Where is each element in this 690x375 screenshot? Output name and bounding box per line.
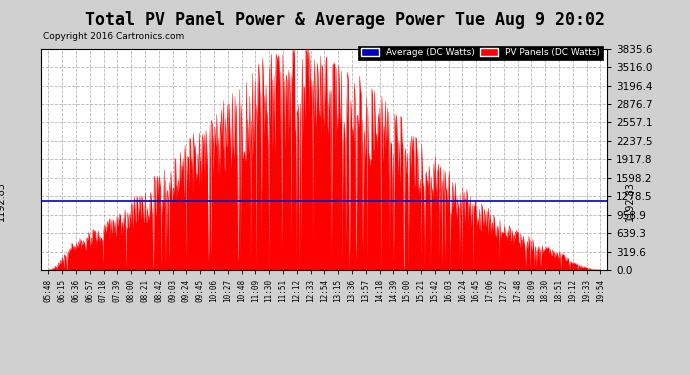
Text: 1192.83: 1192.83 bbox=[625, 181, 635, 221]
Legend: Average (DC Watts), PV Panels (DC Watts): Average (DC Watts), PV Panels (DC Watts) bbox=[358, 45, 602, 60]
Text: Total PV Panel Power & Average Power Tue Aug 9 20:02: Total PV Panel Power & Average Power Tue… bbox=[85, 11, 605, 29]
Text: 1192.83: 1192.83 bbox=[0, 181, 6, 221]
Text: Copyright 2016 Cartronics.com: Copyright 2016 Cartronics.com bbox=[43, 32, 184, 41]
